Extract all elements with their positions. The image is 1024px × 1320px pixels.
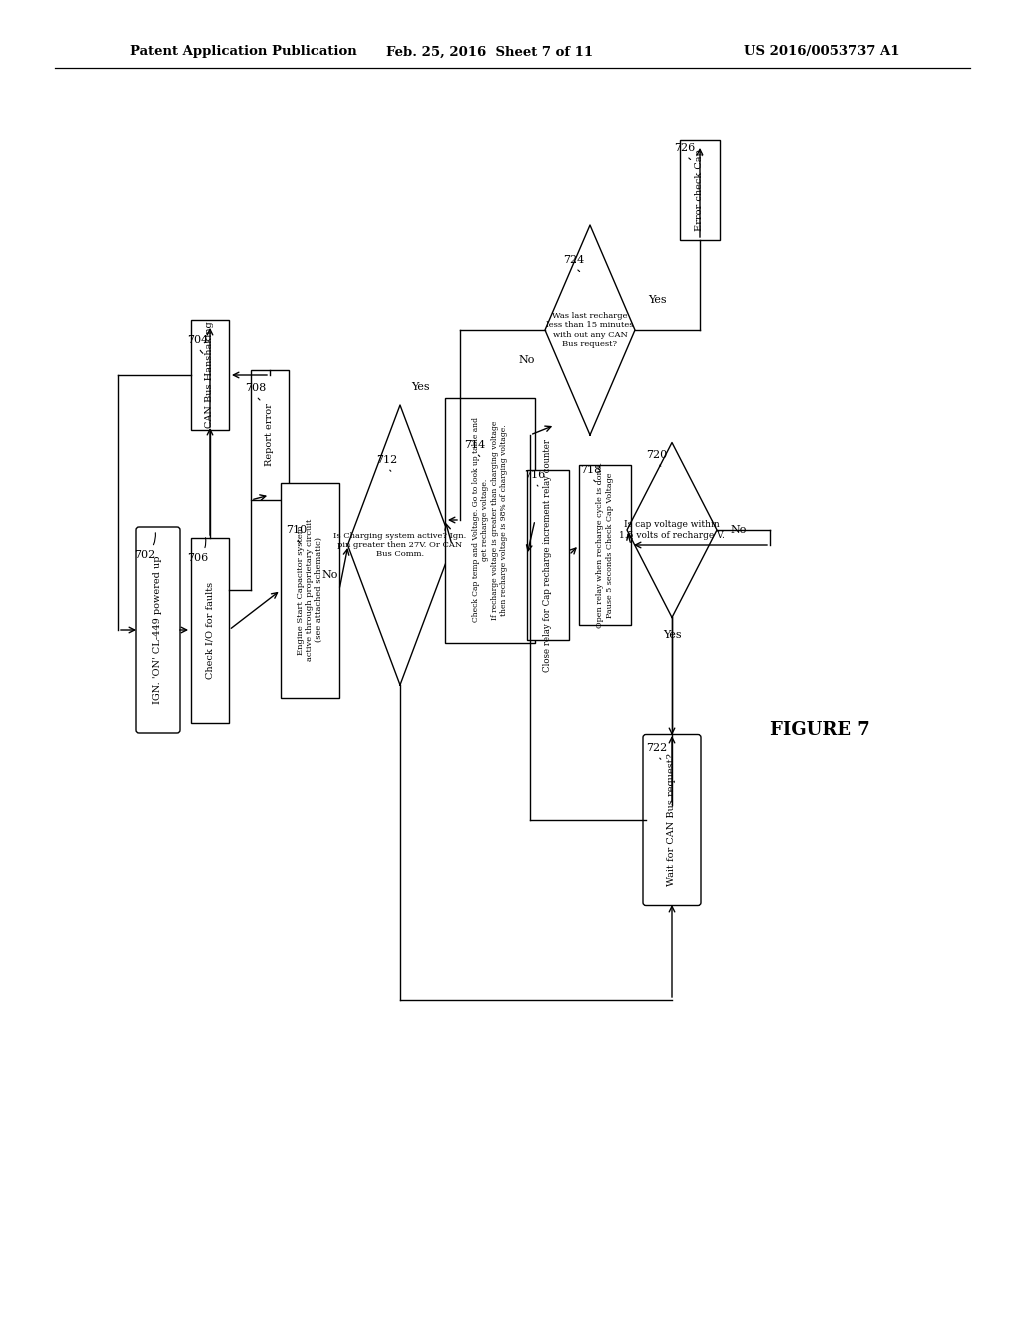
Text: 714: 714 [464, 440, 485, 457]
Text: 718: 718 [581, 465, 602, 482]
Bar [191, 319, 229, 430]
Polygon shape [627, 442, 717, 618]
Polygon shape [545, 224, 635, 436]
Text: No: No [322, 570, 338, 579]
Text: 720: 720 [646, 450, 668, 466]
Text: Yes: Yes [411, 381, 429, 392]
Text: Open relay when recharge cycle is done.
Pause 5 seconds Check Cap Voltage: Open relay when recharge cycle is done. … [596, 462, 613, 628]
Text: 726: 726 [675, 143, 695, 160]
Text: IGN. 'ON' CL-449 powered up: IGN. 'ON' CL-449 powered up [154, 556, 163, 705]
Bar [281, 483, 339, 697]
FancyBboxPatch shape [643, 734, 701, 906]
Bar [680, 140, 720, 240]
Text: 708: 708 [246, 383, 266, 400]
Text: 712: 712 [377, 455, 397, 471]
Text: Is Charging system active? Ign.
pin greater then 27V. Or CAN
Bus Comm.: Is Charging system active? Ign. pin grea… [334, 532, 467, 558]
Bar [527, 470, 569, 640]
Text: CAN Bus Hanshaking: CAN Bus Hanshaking [206, 322, 214, 429]
Text: No: No [731, 525, 748, 535]
Text: Engine Start Capacitor system
active through proprietary circuit
(see attached s: Engine Start Capacitor system active thr… [297, 519, 324, 661]
Text: Feb. 25, 2016  Sheet 7 of 11: Feb. 25, 2016 Sheet 7 of 11 [386, 45, 594, 58]
Text: Report error: Report error [265, 404, 274, 466]
Text: 706: 706 [187, 537, 209, 564]
Bar [251, 370, 289, 500]
Text: 724: 724 [563, 255, 585, 272]
Text: Is cap voltage within
1.5 volts of recharge V.: Is cap voltage within 1.5 volts of recha… [620, 520, 725, 540]
Polygon shape [347, 405, 453, 685]
Bar [579, 465, 631, 624]
FancyBboxPatch shape [136, 527, 180, 733]
Text: 710: 710 [287, 525, 307, 543]
Bar [445, 397, 535, 643]
Text: 704: 704 [187, 335, 209, 354]
Text: No: No [519, 355, 536, 366]
Text: Yes: Yes [663, 630, 681, 640]
Text: Check Cap temp and Voltage. Go to look up table and
get recharge voltage.
If rec: Check Cap temp and Voltage. Go to look u… [472, 417, 508, 623]
Text: US 2016/0053737 A1: US 2016/0053737 A1 [744, 45, 900, 58]
Bar [191, 537, 229, 722]
Text: 716: 716 [524, 470, 546, 486]
Text: Close relay for Cap recharge increment relay counter: Close relay for Cap recharge increment r… [544, 438, 553, 672]
Text: Patent Application Publication: Patent Application Publication [130, 45, 356, 58]
Text: Yes: Yes [648, 294, 667, 305]
Text: Error check Cap: Error check Cap [695, 149, 705, 231]
Text: Check I/O for faults: Check I/O for faults [206, 581, 214, 678]
Text: FIGURE 7: FIGURE 7 [770, 721, 869, 739]
Text: Was last recharge
less than 15 minutes
with out any CAN
Bus request?: Was last recharge less than 15 minutes w… [546, 313, 634, 347]
Text: Wait for CAN Bus request?: Wait for CAN Bus request? [668, 754, 677, 887]
Text: 722: 722 [646, 743, 668, 759]
Text: 702: 702 [134, 533, 156, 560]
